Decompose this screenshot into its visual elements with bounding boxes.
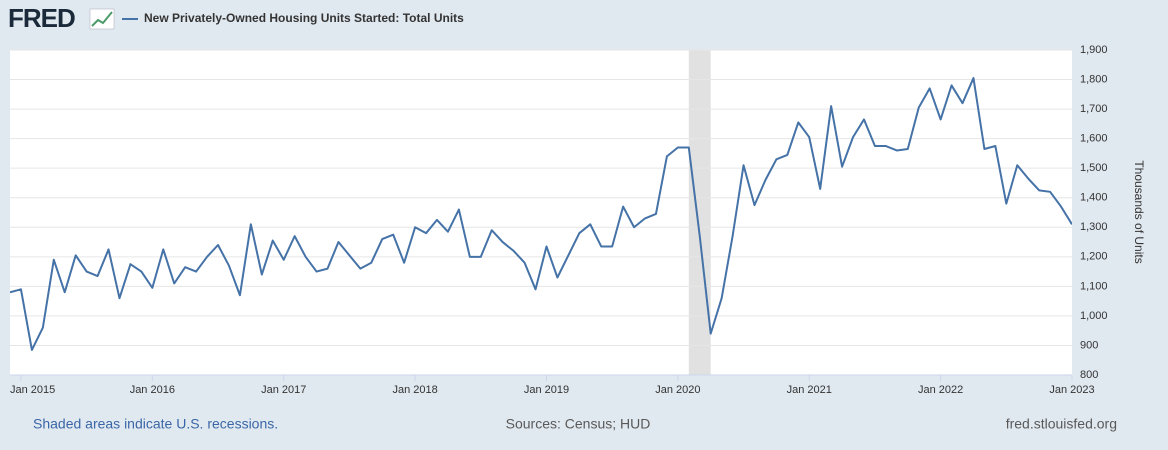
x-tick-label: Jan 2015: [10, 384, 55, 396]
logo: FRED: [8, 3, 75, 33]
series-group: [10, 77, 1072, 351]
x-tick-label: Jan 2022: [918, 384, 963, 396]
site: fred.stlouisfed.org: [1006, 416, 1117, 432]
x-tick-label: Jan 2017: [261, 384, 306, 396]
y-tick-label: 1,700: [1080, 103, 1108, 115]
source: Sources: Census; HUD: [506, 416, 651, 432]
y-axis-label: Thousands of Units: [1132, 160, 1146, 263]
x-tick-label: Jan 2016: [130, 384, 175, 396]
x-tick-label: Jan 2021: [787, 384, 832, 396]
x-tick-label: Jan 2020: [655, 384, 700, 396]
line-series: [10, 77, 1072, 351]
x-tick-label: Jan 2019: [524, 384, 569, 396]
y-tick-label: 1,500: [1080, 162, 1108, 174]
y-tick-label: 1,000: [1080, 310, 1108, 322]
y-tick-label: 1,100: [1080, 280, 1108, 292]
recession-note[interactable]: Shaded areas indicate U.S. recessions.: [33, 416, 278, 432]
recession-band: [688, 50, 711, 375]
x-tick-label: Jan 2023: [1049, 384, 1094, 396]
y-tick-label: 800: [1080, 369, 1098, 381]
logo-icon: [89, 8, 115, 30]
y-tick-label: 900: [1080, 339, 1098, 351]
y-tick-label: 1,300: [1080, 221, 1108, 233]
y-tick-label: 1,800: [1080, 73, 1108, 85]
y-tick-label: 1,200: [1080, 251, 1108, 263]
y-tick-label: 1,600: [1080, 133, 1108, 145]
legend-label: New Privately-Owned Housing Units Starte…: [144, 11, 464, 25]
y-tick-label: 1,900: [1080, 44, 1108, 56]
plot-area: [10, 50, 1072, 375]
y-tick-label: 1,400: [1080, 192, 1108, 204]
x-tick-label: Jan 2018: [392, 384, 437, 396]
